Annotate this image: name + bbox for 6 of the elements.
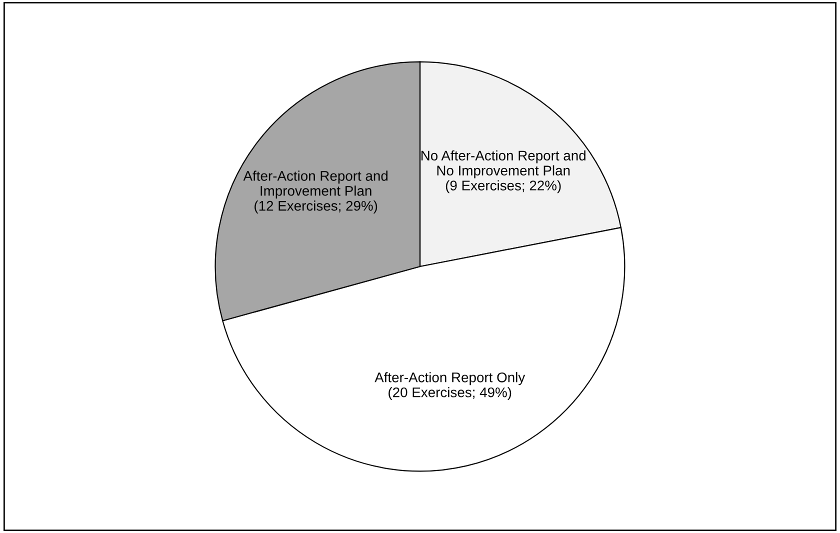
slice-label: After-Action Report Only: [374, 372, 526, 386]
data-label: (12 Exercises; 29%): [254, 200, 378, 214]
slice-label: No After-Action Report and No Improvement Plan: [421, 150, 586, 178]
slice-label: After-Action Report and Improvement Plan: [243, 170, 388, 199]
data-label: (20 Exercises; 49%): [388, 387, 512, 400]
data-label: (9 Exercises; 22%): [446, 180, 561, 194]
